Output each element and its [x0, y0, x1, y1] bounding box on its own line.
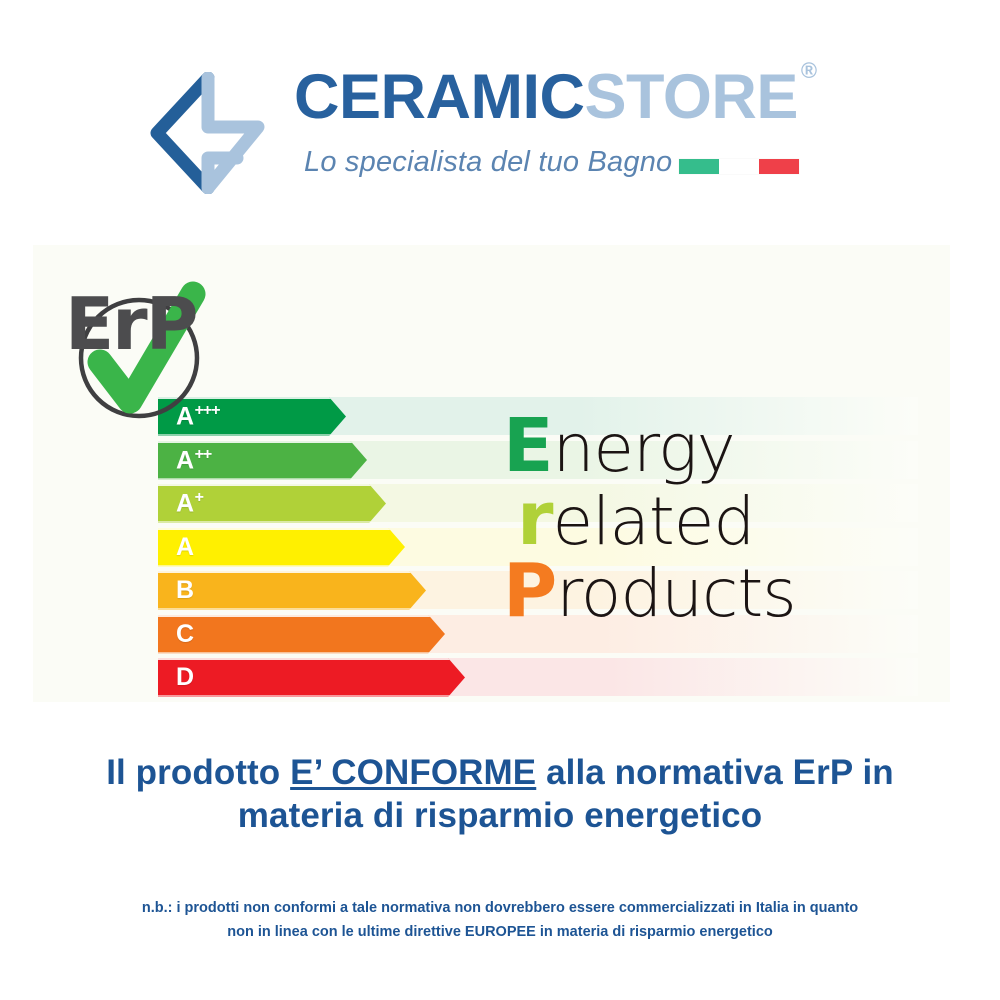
italian-flag-icon — [679, 159, 799, 174]
erp-seal: ErP — [53, 270, 253, 440]
energy-class-c: C — [158, 615, 445, 654]
fineprint-line1: n.b.: i prodotti non conformi a tale nor… — [141, 900, 859, 916]
word-related: related — [503, 482, 923, 556]
energy-class-plus: ++ — [194, 445, 212, 463]
erp-seal-text: ErP — [65, 282, 198, 366]
wordmark-secondary: STORE — [584, 62, 799, 132]
erp-check-ring-icon — [78, 281, 206, 419]
flag-stripe-green — [679, 159, 719, 174]
energy-class-d: D — [158, 658, 465, 697]
word-products: Products — [503, 554, 923, 628]
chevron-s-mark-icon — [145, 71, 275, 195]
energy-class-label: D — [176, 663, 195, 691]
energy-class-aplusplus: A++ — [158, 441, 367, 480]
word-energy-rest: nergy — [552, 410, 736, 487]
energy-class-aplusplusplus: A+++ — [158, 397, 346, 436]
word-related-rest: elated — [552, 482, 756, 560]
energy-bar-row: A — [158, 528, 405, 567]
energy-class-label: B — [176, 576, 195, 604]
fineprint-note: n.b.: i prodotti non conformi a tale nor… — [30, 897, 970, 945]
fineprint-line2-post: in materia di risparmio energetico — [535, 923, 773, 940]
word-energy: Energy — [503, 409, 923, 483]
cap-letter-p: P — [503, 548, 557, 635]
energy-class-label: C — [176, 619, 195, 648]
energy-class-label: A+ — [176, 489, 203, 518]
headline-emphasis: E’ CONFORME — [290, 753, 537, 792]
brand-tagline: Lo specialista del tuo Bagno — [304, 146, 673, 178]
flag-stripe-red — [759, 159, 799, 174]
energy-bar-row: B — [158, 571, 426, 610]
registered-trademark-icon: ® — [800, 58, 817, 83]
energy-class-label: A++ — [176, 445, 212, 475]
headline-part1: Il prodotto — [106, 753, 291, 792]
energy-bar-row: C — [158, 615, 445, 654]
erp-banner: A+++ A++ A+ A B C D ErP Energy related Product… — [33, 245, 950, 702]
fineprint-line2: non in linea con le ultime direttive EUR… — [30, 921, 970, 945]
wordmark: CERAMICSTORE ® Lo specialista del tuo Bag… — [294, 60, 854, 191]
energy-bar-row: D — [158, 658, 465, 697]
headline-part2: alla normativa ErP in materia di risparm… — [237, 753, 894, 835]
energy-class-aplus: A+ — [158, 484, 386, 523]
cap-letter-r: r — [517, 475, 553, 562]
page-headline: Il prodotto E’ CONFORME alla normativa E… — [50, 752, 950, 837]
energy-class-plus: +++ — [194, 402, 220, 420]
cap-letter-e: E — [503, 403, 554, 489]
brand-header: CERAMICSTORE ® Lo specialista del tuo Bag… — [0, 0, 1000, 215]
energy-class-a: A — [158, 528, 405, 567]
fineprint-line2-pre: non in linea con le ultime direttive — [227, 923, 465, 940]
word-products-rest: roducts — [556, 555, 796, 633]
energy-related-products-wordblock: Energy related Products — [503, 409, 923, 628]
energy-class-label: A+++ — [176, 402, 220, 431]
energy-bar-row: A+ — [158, 484, 386, 523]
energy-class-label: A — [176, 532, 195, 561]
wordmark-text: CERAMICSTORE ® — [294, 60, 817, 129]
energy-bar-row: A+++ — [158, 397, 346, 436]
energy-class-b: B — [158, 571, 426, 610]
energy-bar-row: A++ — [158, 441, 367, 480]
flag-stripe-white — [719, 159, 759, 174]
energy-class-plus: + — [194, 489, 203, 507]
wordmark-primary: CERAMIC — [294, 62, 585, 132]
fineprint-line2-bold: EUROPEE — [464, 923, 536, 940]
